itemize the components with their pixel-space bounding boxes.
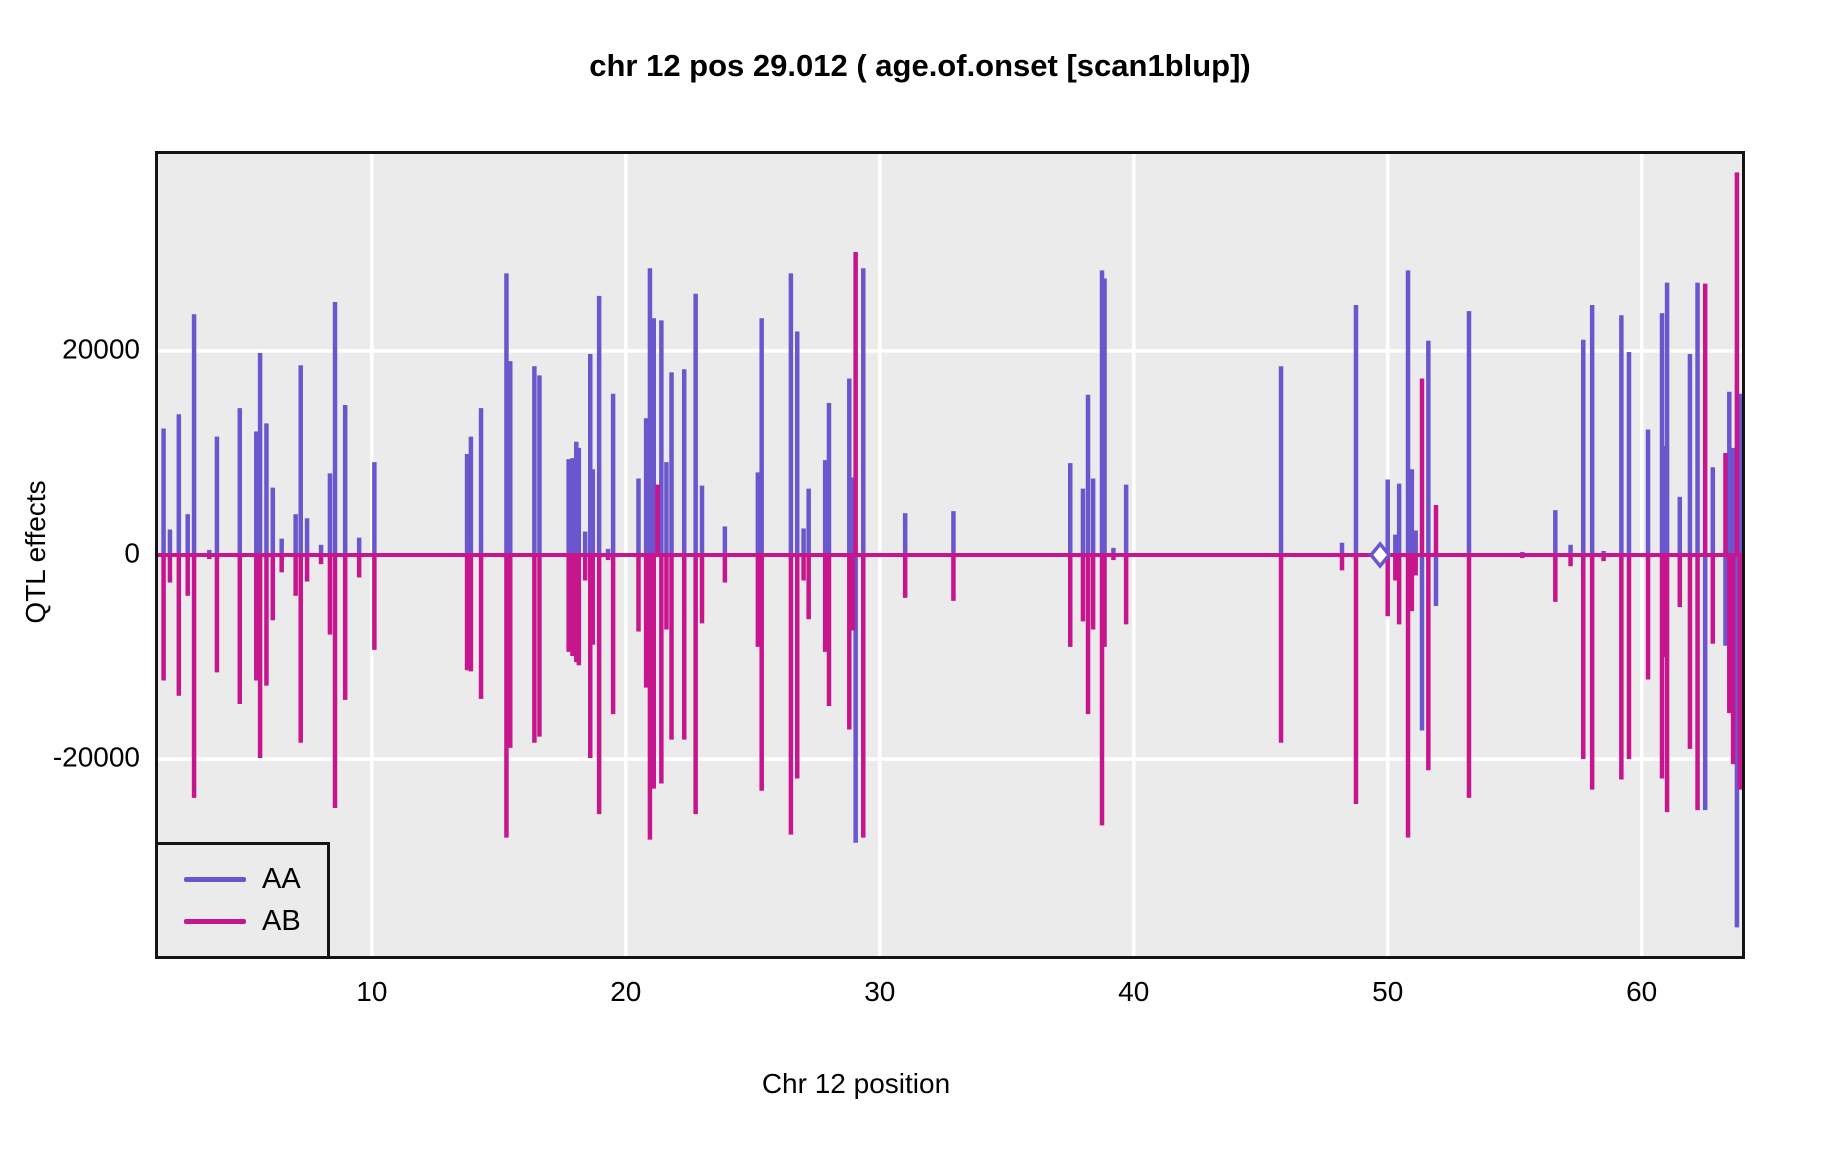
x-tick-label: 60 <box>1626 976 1658 1007</box>
x-tick-label: 10 <box>356 976 388 1007</box>
legend-label-aa: AA <box>262 863 301 895</box>
plot-area <box>155 151 1745 959</box>
y-axis-label: QTL effects <box>20 480 51 624</box>
legend-item-ab: AB <box>158 901 327 941</box>
legend-line-ab-icon <box>184 919 246 924</box>
qtl-position-diamond-marker <box>1368 541 1392 569</box>
legend-line-aa-icon <box>184 877 246 882</box>
y-tick-label: 0 <box>124 537 140 569</box>
x-tick-label: 30 <box>864 976 896 1007</box>
chart-title: chr 12 pos 29.012 ( age.of.onset [scan1b… <box>589 48 1251 83</box>
x-tick-label: 50 <box>1372 976 1404 1007</box>
x-tick-label: 40 <box>1118 976 1150 1007</box>
legend: AA AB <box>158 842 330 956</box>
y-tick-label: -20000 <box>52 741 140 773</box>
plot-canvas <box>158 154 1742 956</box>
y-tick-label: 20000 <box>62 333 140 365</box>
x-axis-label: Chr 12 position <box>761 1068 951 1099</box>
legend-item-aa: AA <box>158 859 327 899</box>
x-tick-label: 20 <box>610 976 642 1007</box>
legend-label-ab: AB <box>262 905 301 937</box>
